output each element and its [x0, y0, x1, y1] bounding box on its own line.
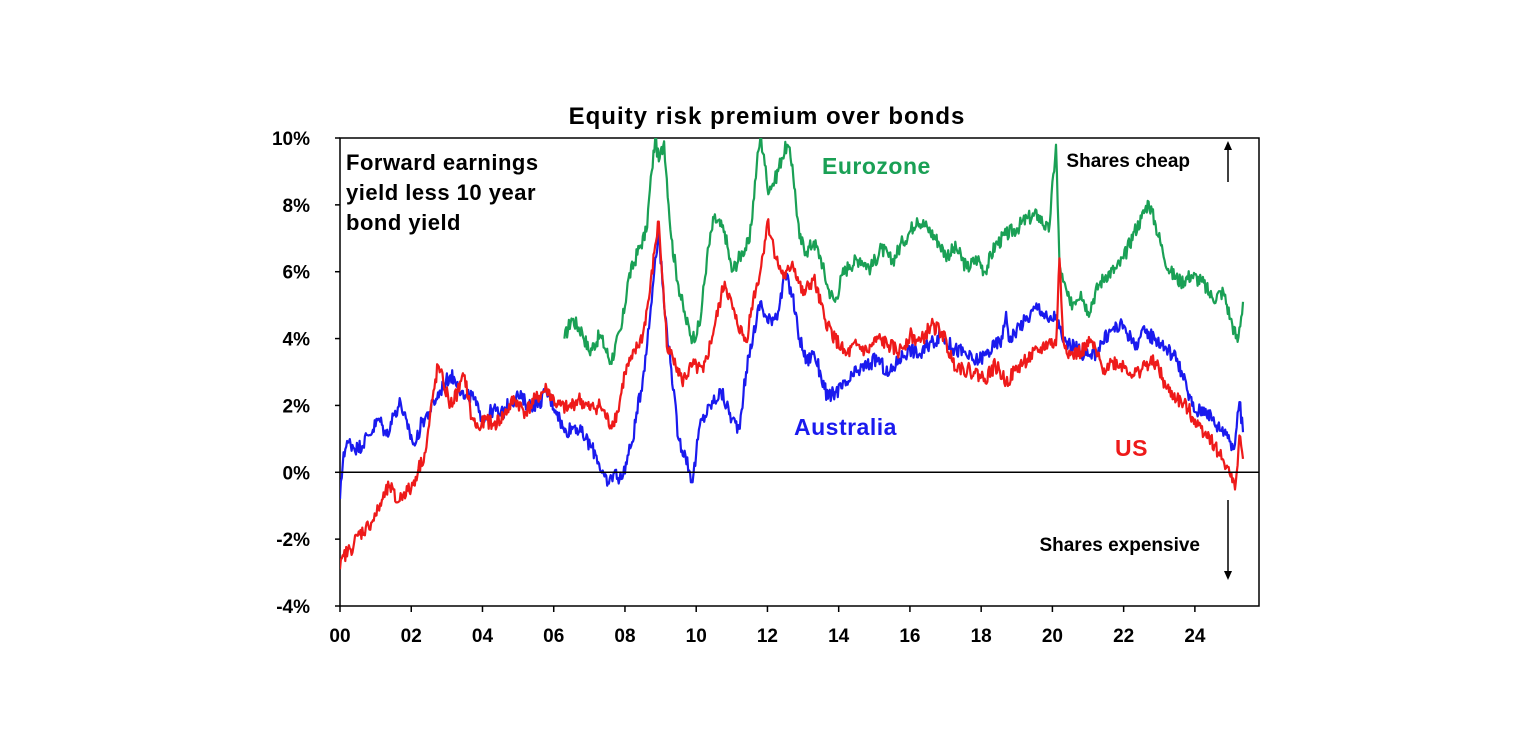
- series-line-australia: [340, 230, 1245, 500]
- x-tick-label: 08: [614, 626, 635, 647]
- down-arrow-icon: [1224, 500, 1232, 580]
- x-tick-label: 24: [1184, 626, 1206, 647]
- annotation-line-1: Forward earnings: [346, 150, 539, 175]
- annotation-line-3: bond yield: [346, 210, 461, 235]
- shares-cheap-label: Shares cheap: [1066, 151, 1190, 172]
- x-axis: 00 02 04 06 08 10 12 14 16 18 20 22 24: [329, 606, 1206, 647]
- x-tick-label: 12: [757, 626, 778, 647]
- x-tick-label: 06: [543, 626, 564, 647]
- chart-title: Equity risk premium over bonds: [569, 103, 966, 130]
- y-tick-label: 8%: [283, 196, 311, 217]
- up-arrow-icon: [1224, 141, 1232, 182]
- y-tick-label: 4%: [283, 330, 311, 351]
- series-line-us: [340, 218, 1245, 570]
- series-layer: [340, 138, 1245, 570]
- series-line-eurozone: [563, 138, 1245, 366]
- shares-expensive-label: Shares expensive: [1039, 535, 1200, 556]
- y-tick-label: 0%: [283, 463, 311, 484]
- y-tick-label: -4%: [276, 597, 310, 618]
- series-label-australia: Australia: [794, 414, 897, 440]
- x-tick-label: 18: [971, 626, 992, 647]
- series-label-eurozone: Eurozone: [822, 153, 931, 179]
- x-tick-label: 20: [1042, 626, 1063, 647]
- x-tick-label: 22: [1113, 626, 1134, 647]
- x-tick-label: 10: [686, 626, 707, 647]
- series-label-us: US: [1115, 435, 1148, 461]
- x-tick-label: 14: [828, 626, 850, 647]
- y-tick-label: 10%: [272, 129, 310, 150]
- x-tick-label: 04: [472, 626, 494, 647]
- y-axis: -4% -2% 0% 2% 4% 6% 8% 10%: [272, 129, 340, 618]
- y-tick-label: -2%: [276, 530, 310, 551]
- y-tick-label: 6%: [283, 263, 311, 284]
- y-tick-label: 2%: [283, 396, 311, 417]
- x-tick-label: 02: [401, 626, 422, 647]
- x-tick-label: 00: [329, 626, 350, 647]
- annotation-line-2: yield less 10 year: [346, 180, 536, 205]
- x-tick-label: 16: [899, 626, 920, 647]
